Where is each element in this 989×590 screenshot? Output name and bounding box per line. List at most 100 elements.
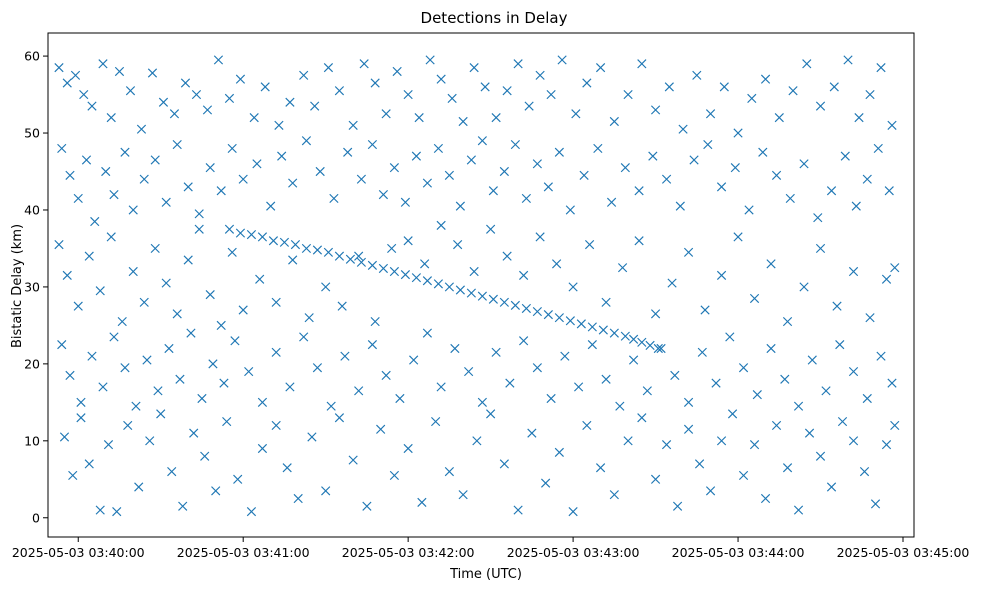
data-point (554, 147, 564, 157)
data-point (307, 432, 317, 442)
data-point (642, 386, 652, 396)
data-point (683, 424, 694, 434)
data-point (326, 401, 336, 411)
data-point (620, 331, 630, 341)
data-point (692, 70, 702, 80)
data-point (186, 328, 196, 338)
data-point (609, 116, 619, 127)
data-point (716, 270, 727, 280)
data-point (348, 455, 358, 465)
data-point (444, 466, 454, 477)
data-point (521, 303, 531, 314)
data-point (554, 447, 564, 457)
data-point (255, 274, 265, 284)
data-point (359, 59, 369, 69)
data-point (568, 507, 578, 517)
data-point (277, 151, 287, 161)
data-point (453, 239, 463, 250)
y-tick-label: 60 (24, 49, 40, 64)
data-point (620, 163, 630, 173)
data-point (120, 363, 130, 373)
data-point (606, 197, 617, 207)
data-point (890, 420, 900, 431)
data-point (521, 193, 531, 204)
data-point (466, 155, 476, 165)
data-point (285, 382, 295, 392)
data-point (219, 378, 229, 388)
data-point (156, 409, 166, 419)
data-point (112, 507, 122, 517)
data-point (499, 166, 509, 177)
data-point (340, 351, 350, 361)
data-point (433, 143, 443, 154)
data-point (513, 59, 523, 69)
data-point (840, 151, 850, 161)
data-point (672, 501, 683, 511)
data-point (835, 340, 845, 350)
data-point (884, 186, 894, 196)
x-tick-label: 2025-05-03 03:45:00 (837, 545, 970, 560)
data-point (279, 237, 290, 247)
data-point (87, 351, 97, 361)
data-point (436, 220, 446, 230)
data-point (125, 86, 136, 96)
data-point (466, 288, 476, 298)
data-point (832, 301, 842, 311)
data-point (694, 459, 705, 469)
data-point (321, 282, 331, 292)
data-point (788, 86, 798, 96)
data-point (499, 459, 509, 469)
data-point (205, 290, 215, 300)
data-point (488, 186, 498, 196)
data-point (114, 66, 125, 77)
data-point (315, 166, 325, 177)
data-point (848, 366, 859, 377)
data-point (299, 332, 309, 342)
data-point (172, 139, 182, 150)
data-point (235, 74, 246, 84)
data-point (224, 93, 235, 104)
data-point (246, 507, 257, 517)
data-point (400, 197, 411, 207)
data-point (356, 174, 367, 184)
data-point (381, 370, 391, 381)
data-point (172, 309, 182, 319)
data-point (653, 343, 663, 354)
data-point (216, 320, 226, 331)
data-point (623, 436, 633, 446)
data-point (345, 254, 356, 264)
data-point (582, 78, 592, 88)
data-point (189, 428, 199, 438)
data-point (486, 224, 496, 234)
data-point (727, 409, 738, 419)
data-point (565, 205, 575, 215)
data-point (354, 251, 364, 261)
data-point (881, 440, 892, 450)
data-point (601, 297, 611, 307)
data-point (807, 355, 817, 365)
data-point (716, 436, 727, 446)
data-point (301, 136, 312, 146)
data-point (876, 351, 886, 361)
data-point (464, 366, 474, 377)
data-point (689, 155, 699, 165)
data-point (519, 270, 529, 280)
data-point (109, 189, 119, 200)
data-point (145, 436, 155, 446)
data-point (387, 243, 397, 254)
data-point (238, 305, 248, 315)
data-point (150, 155, 160, 165)
data-point (774, 113, 784, 123)
data-point (57, 143, 67, 154)
data-point (595, 463, 606, 473)
data-point (354, 386, 364, 396)
data-point (147, 68, 158, 78)
data-point (433, 279, 443, 289)
data-point (150, 243, 160, 254)
data-point (131, 401, 141, 411)
data-point (862, 174, 872, 184)
data-point (142, 355, 152, 365)
data-point (389, 266, 400, 277)
data-point (246, 229, 257, 240)
data-point (661, 174, 672, 184)
